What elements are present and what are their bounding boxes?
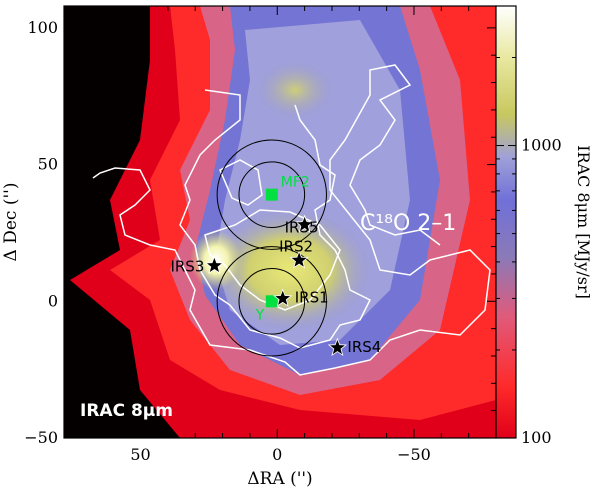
x-tick-label-2: −50 [397, 445, 431, 464]
marker-label-0: MF2 [281, 175, 310, 191]
y-axis-label: Δ Dec ('') [1, 183, 21, 262]
beam-circle-0-0 [238, 161, 306, 228]
marker-label-1: Y [255, 307, 265, 323]
beam-circle-1-0 [238, 267, 306, 335]
contour-outer [92, 64, 491, 376]
source-star-irs2 [289, 250, 309, 269]
source-star-irs4 [327, 337, 348, 357]
marker-square-1 [265, 295, 278, 308]
source-star-irs3 [204, 255, 224, 274]
source-label-irs2: IRS2 [279, 237, 313, 255]
line-label: C¹⁸O 2–1 [360, 211, 456, 236]
colorbar-label: IRAC 8μm [MJy/sr] [574, 145, 593, 299]
x-tick-label-0: 50 [130, 445, 150, 464]
green-markers: MF2 Y [255, 175, 310, 324]
y-tick-label-0: −50 [24, 428, 58, 447]
colorbar [495, 5, 517, 439]
top-yellow-emission [255, 60, 335, 120]
colorbar-ticks: 100 1000 [496, 5, 562, 447]
axis-ticks [64, 6, 497, 439]
cbar-tick-label-1: 1000 [521, 136, 562, 155]
image-label: IRAC 8μm [80, 401, 173, 421]
contour-small [219, 159, 263, 206]
source-label-irs4: IRS4 [347, 338, 381, 356]
axis-tick-labels: 50 0 −50 −50 0 50 100 [24, 18, 431, 464]
beam-circle-1-1 [216, 246, 327, 357]
x-tick-label-1: 0 [272, 445, 282, 464]
source-star-irs1 [273, 288, 293, 307]
contour-middle [179, 89, 372, 349]
y-tick-label-1: 0 [48, 291, 58, 310]
source-label-irs5: IRS5 [285, 219, 319, 237]
y-tick-label-2: 50 [38, 155, 58, 174]
irs-sources: IRS1 IRS2 IRS3 IRS4 IRS5 [170, 214, 381, 357]
marker-square-0 [265, 188, 278, 201]
y-tick-label-3: 100 [27, 18, 58, 37]
source-label-irs1: IRS1 [295, 289, 329, 307]
source-label-irs3: IRS3 [170, 258, 204, 276]
beam-circle-0-1 [216, 139, 327, 250]
contour-inner [204, 209, 341, 311]
source-star-irs5 [294, 214, 315, 233]
cbar-tick-label-0: 100 [521, 428, 552, 447]
c18o-contours [92, 64, 491, 376]
x-axis-label: ΔRA ('') [247, 469, 312, 489]
beam-circles [216, 139, 327, 357]
image-layer [64, 6, 496, 438]
